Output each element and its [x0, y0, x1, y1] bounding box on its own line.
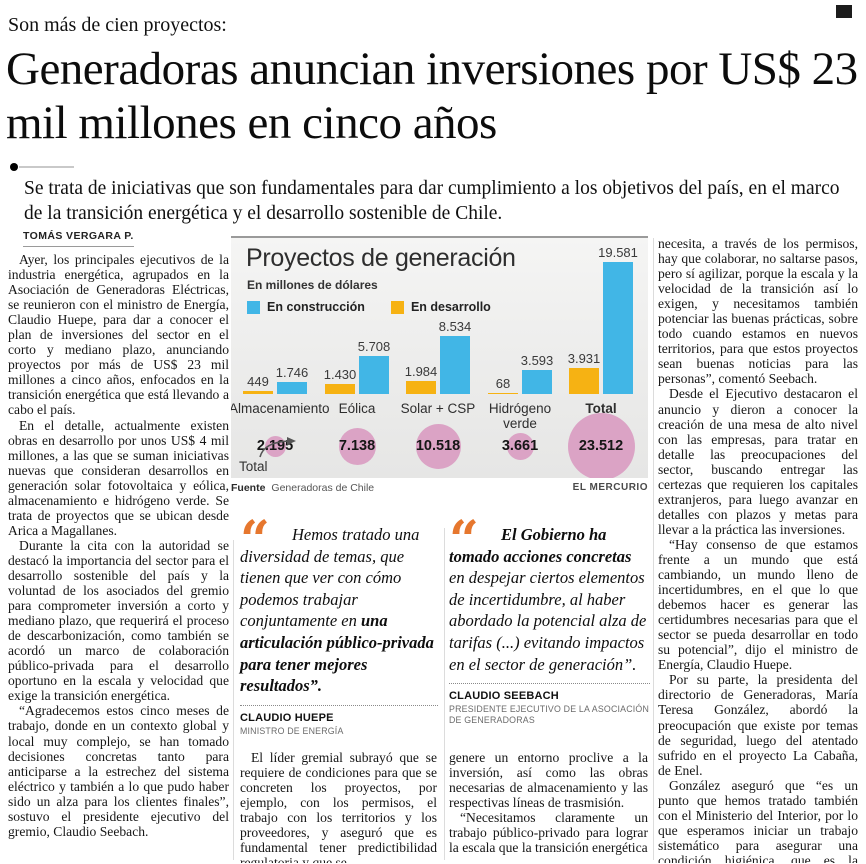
bar-value-label: 3.593 [520, 353, 554, 368]
legend-swatch-icon [390, 300, 404, 314]
total-bubble [415, 423, 461, 469]
bar-en-construccion [359, 356, 389, 394]
source-label: Fuente [231, 482, 266, 494]
pull-quote-seebach: “ El Gobierno ha tomado acciones concret… [449, 510, 650, 725]
quote-author: CLAUDIO HUEPE [240, 711, 334, 724]
quote-text: El Gobierno ha tomado acciones concretas… [449, 525, 647, 674]
article-paragraph: Ayer, los principales ejecutivos de la i… [8, 252, 229, 418]
total-bubble [567, 412, 635, 478]
total-bubble [264, 435, 286, 457]
headline-bullet [10, 163, 18, 171]
headline-rule [19, 166, 74, 168]
article-column-2-bottom: El líder gremial subrayó que se requiere… [240, 750, 437, 863]
deck: Se trata de iniciativas que son fundamen… [24, 178, 840, 224]
total-bubble-value: 3.661 [501, 438, 539, 454]
bar-en-desarrollo [488, 392, 518, 394]
article-paragraph: necesita, a través de los permisos, hay … [658, 236, 858, 387]
bar-value-label: 5.708 [357, 339, 391, 354]
quote-author-role: MINISTRO DE ENERGÍA [240, 725, 344, 736]
category-label: Eólica [338, 401, 376, 416]
headline: Generadoras anuncian inversiones por US$… [6, 43, 858, 149]
article-paragraph: González aseguró que “es un punto que he… [658, 777, 858, 863]
bar-value-label: 68 [495, 375, 511, 391]
quote-mark-icon: “ [449, 510, 479, 571]
total-bubble [338, 427, 376, 465]
article-column-3-bottom: genere un entorno proclive a la inversió… [449, 750, 648, 863]
article-paragraph: “Hay consenso de que estamos frente a un… [658, 536, 858, 673]
article-paragraph: Por su parte, la presidenta del director… [658, 672, 858, 778]
generation-projects-chart: Proyectos de generación En millones de d… [231, 236, 648, 478]
legend-item: En desarrollo [390, 300, 491, 314]
quote-divider [240, 704, 438, 706]
chart-title: Proyectos de generación [246, 244, 516, 272]
quote-author: CLAUDIO SEEBACH [449, 690, 559, 703]
bar-en-construccion [440, 336, 470, 394]
total-bubble [506, 432, 534, 460]
chart-source-row: EL MERCURIO Fuente Generadoras de Chile [231, 482, 648, 494]
source-name: Generadoras de Chile [271, 482, 375, 494]
pull-quote-huepe: “ Hemos tratado una diversidad de temas,… [240, 510, 438, 736]
quote-mark-icon: “ [240, 510, 270, 571]
article-paragraph: “Necesitamos claramente un trabajo públi… [449, 810, 648, 856]
article-paragraph: Desde el Ejecutivo destacaron el anuncio… [658, 386, 858, 537]
legend-swatch-icon [247, 300, 260, 314]
column-rule [653, 238, 654, 860]
chart-plot-area: 449 1.746 Almacenamiento 2.195 1.430 5.708 Eól… [231, 238, 648, 478]
total-bubble-value: 10.518 [415, 438, 461, 454]
bar-en-desarrollo [406, 381, 436, 394]
bar-value-label: 1.430 [323, 367, 357, 382]
bar-en-construccion [603, 262, 633, 394]
total-annotation-label: Total [239, 459, 268, 474]
legend-label: En construcción [267, 300, 365, 314]
page-corner-mark [836, 5, 852, 18]
byline: TOMÁS VERGARA P. [23, 230, 134, 247]
bar-value-label: 3.931 [567, 351, 601, 366]
bar-value-label: 1.984 [404, 364, 438, 379]
chart-legend: En construcción En desarrollo [247, 300, 491, 314]
article-paragraph: “Agradecemos estos cinco meses de trabaj… [8, 703, 229, 839]
bar-value-label: 1.746 [275, 365, 309, 380]
total-bubble-value: 7.138 [338, 438, 376, 454]
bar-en-desarrollo [325, 384, 355, 394]
quote-divider [449, 683, 650, 685]
legend-label: En desarrollo [410, 300, 491, 314]
category-label: Total [585, 401, 617, 416]
bar-value-label: 8.534 [438, 319, 472, 334]
total-bubble-value: 23.512 [578, 438, 624, 454]
category-label: Hidrógeno verde [488, 401, 552, 431]
bar-en-desarrollo [569, 368, 599, 394]
credit: EL MERCURIO [572, 482, 648, 493]
kicker: Son más de cien proyectos: [8, 14, 227, 36]
article-paragraph: El líder gremial subrayó que se requiere… [240, 750, 437, 863]
bar-en-construccion [277, 382, 307, 394]
quote-text: Hemos tratado una diversidad de temas, q… [240, 525, 434, 696]
category-label: Solar + CSP [400, 401, 476, 416]
column-rule [444, 528, 445, 860]
chart-subtitle: En millones de dólares [247, 278, 378, 292]
category-label: Almacenamiento [231, 401, 330, 416]
bar-value-label: 449 [247, 374, 269, 389]
total-annotation-arrow-icon [259, 437, 296, 458]
bar-en-construccion [522, 370, 552, 394]
legend-item: En construcción [247, 300, 365, 314]
article-paragraph: Durante la cita con la autoridad se dest… [8, 537, 229, 704]
quote-author-role: PRESIDENTE EJECUTIVO DE LA ASOCIACIÓN DE… [449, 704, 649, 725]
article-column-4: necesita, a través de los permisos, hay … [658, 236, 858, 863]
article-paragraph: genere un entorno proclive a la inversió… [449, 750, 648, 811]
bar-value-label: 19.581 [598, 245, 638, 260]
article-column-1: Ayer, los principales ejecutivos de la i… [8, 252, 229, 864]
column-rule [233, 540, 234, 860]
article-paragraph: En el detalle, actualmente existen obras… [8, 417, 229, 538]
bar-en-desarrollo [243, 391, 273, 394]
